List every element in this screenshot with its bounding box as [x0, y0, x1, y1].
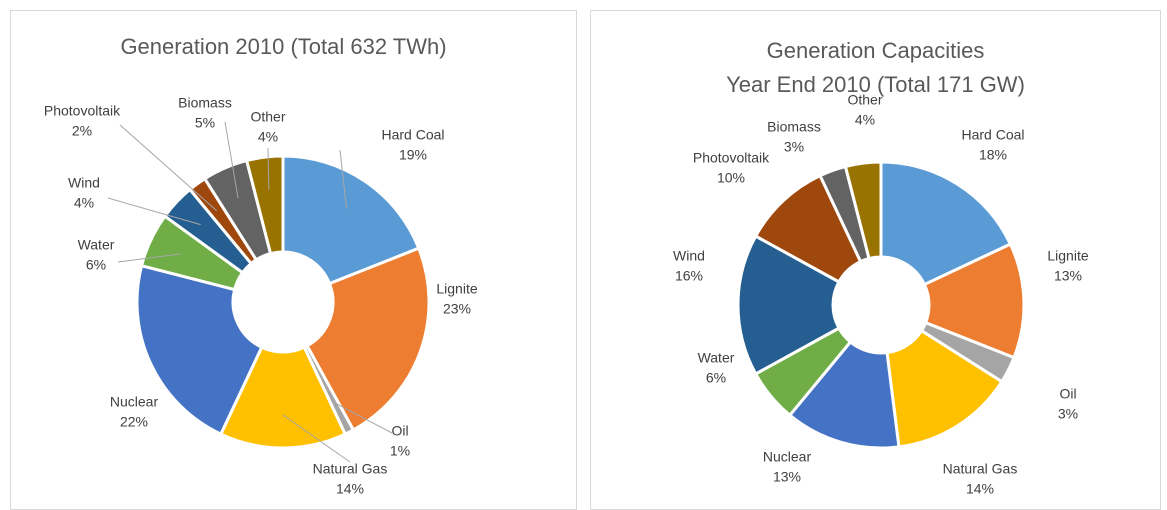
- donut-slice: [885, 328, 1004, 449]
- category-label: Nuclear: [110, 394, 159, 410]
- donut-slice: [135, 263, 264, 437]
- category-label: Lignite: [1047, 248, 1088, 264]
- category-label: Wind: [68, 175, 100, 191]
- data-label: 23%: [443, 301, 471, 317]
- donut-slice: [218, 345, 348, 450]
- category-label: Lignite: [436, 281, 477, 297]
- page: Generation 2010 (Total 632 TWh) Generati…: [10, 10, 1161, 510]
- leader-line: [282, 414, 351, 463]
- data-label: 14%: [336, 481, 364, 497]
- data-label: 3%: [784, 139, 804, 155]
- data-label: 4%: [855, 112, 875, 128]
- category-label: Natural Gas: [943, 461, 1018, 477]
- chart-title: Generation 2010 (Total 632 TWh): [120, 34, 447, 59]
- data-label: 3%: [1058, 406, 1078, 422]
- category-label: Other: [250, 109, 285, 125]
- category-label: Oil: [391, 423, 408, 439]
- data-label: 1%: [390, 443, 410, 459]
- category-label: Photovoltaik: [693, 150, 770, 166]
- donut-slice: [244, 154, 285, 256]
- data-label: 18%: [979, 147, 1007, 163]
- leader-line: [339, 149, 348, 209]
- donut-slice: [922, 242, 1026, 360]
- category-label: Photovoltaik: [44, 103, 121, 119]
- data-label: 6%: [706, 370, 726, 386]
- data-label: 13%: [1054, 268, 1082, 284]
- data-label: 10%: [717, 170, 745, 186]
- category-label: Biomass: [178, 95, 232, 111]
- data-label: 19%: [399, 147, 427, 163]
- data-label: 4%: [258, 129, 278, 145]
- donut-slice: [305, 246, 431, 432]
- category-label: Biomass: [767, 119, 821, 135]
- category-label: Wind: [673, 248, 705, 264]
- category-label: Water: [78, 237, 115, 253]
- donut-slice: [843, 160, 883, 261]
- category-label: Oil: [1059, 386, 1076, 402]
- leader-line: [224, 121, 239, 199]
- donut-slice: [879, 160, 1013, 287]
- leader-line: [267, 147, 270, 190]
- data-label: 14%: [966, 481, 994, 497]
- data-label: 4%: [74, 195, 94, 211]
- donut-slice: [736, 234, 841, 376]
- leader-line: [107, 197, 201, 226]
- leader-line: [334, 402, 393, 434]
- data-label: 13%: [773, 469, 801, 485]
- leader-line: [117, 253, 181, 263]
- chart-title: Generation Capacities Year End 2010 (Tot…: [726, 38, 1025, 97]
- category-label: Nuclear: [763, 449, 812, 465]
- data-label: 2%: [72, 123, 92, 139]
- category-label: Other: [847, 92, 882, 108]
- data-label: 6%: [86, 257, 106, 273]
- category-label: Water: [698, 350, 735, 366]
- data-label: 16%: [675, 268, 703, 284]
- data-label: 22%: [120, 414, 148, 430]
- category-label: Hard Coal: [381, 127, 444, 143]
- donut-slice: [281, 154, 421, 286]
- data-label: 5%: [195, 115, 215, 131]
- leader-line: [119, 124, 217, 211]
- donut-slice: [787, 339, 901, 450]
- category-label: Natural Gas: [313, 461, 388, 477]
- category-label: Hard Coal: [961, 127, 1024, 143]
